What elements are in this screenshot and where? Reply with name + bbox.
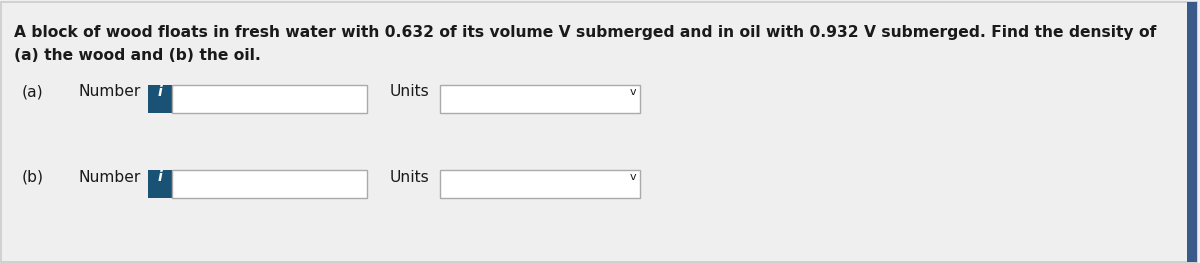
Text: (a): (a) xyxy=(22,84,43,99)
Bar xyxy=(172,85,367,113)
Text: v: v xyxy=(630,87,637,97)
Text: i: i xyxy=(157,85,162,99)
Text: Units: Units xyxy=(390,84,430,99)
Bar xyxy=(440,85,640,113)
Bar xyxy=(148,170,172,198)
Text: Number: Number xyxy=(78,84,140,99)
Bar xyxy=(1187,2,1198,262)
Text: Number: Number xyxy=(78,169,140,185)
Bar xyxy=(148,85,172,113)
Text: (a) the wood and (b) the oil.: (a) the wood and (b) the oil. xyxy=(14,48,260,63)
Text: A block of wood floats in fresh water with 0.632 of its volume V submerged and i: A block of wood floats in fresh water wi… xyxy=(14,25,1157,40)
Text: i: i xyxy=(157,170,162,184)
Text: (b): (b) xyxy=(22,169,44,185)
Text: Units: Units xyxy=(390,169,430,185)
Bar xyxy=(440,170,640,198)
Bar xyxy=(172,170,367,198)
Text: v: v xyxy=(630,172,637,182)
